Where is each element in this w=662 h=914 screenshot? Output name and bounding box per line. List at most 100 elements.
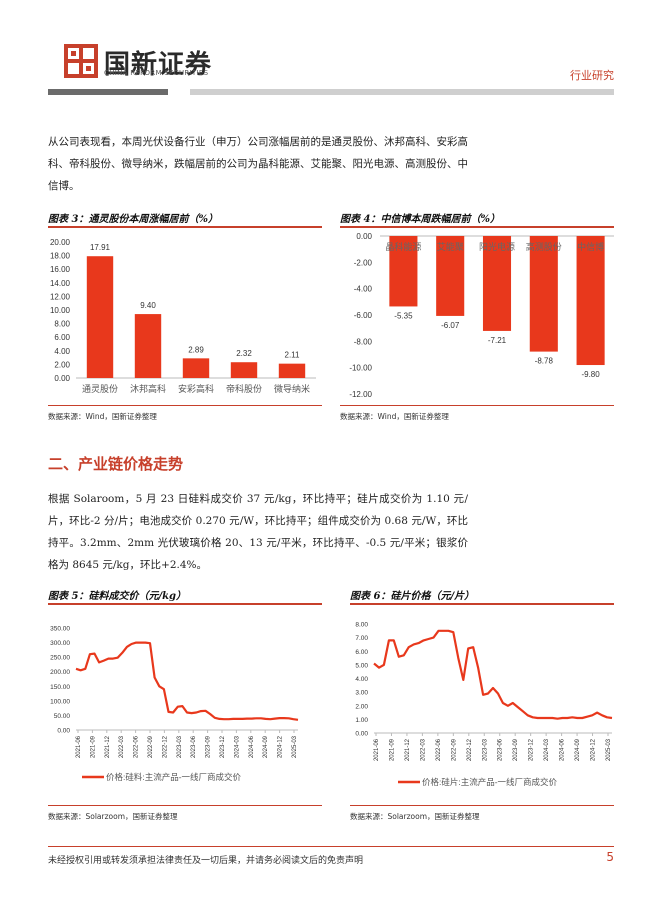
fig4-ytick: -6.00	[354, 311, 373, 320]
brand-name: 国新证券	[104, 50, 213, 80]
fig3-rule	[48, 226, 322, 228]
fig6-ytick: 5.00	[355, 662, 368, 669]
fig4-category-label: 高测股份	[526, 241, 562, 252]
fig5-xtick: 2023-09	[206, 735, 212, 758]
fig6-ytick: 8.00	[355, 622, 368, 629]
fig4-bottom-rule	[340, 405, 614, 406]
fig4-category-label: 艾能聚	[437, 241, 464, 252]
fig6-line-series	[373, 629, 613, 720]
fig5-xtick: 2025-03	[292, 735, 298, 758]
fig5-xtick: 2022-12	[162, 735, 168, 758]
fig4-ytick: -8.00	[354, 337, 373, 346]
fig6-chart: 0.00 1.00 2.00 3.00 4.00 5.00 6.00 7.00 8.00 2021…	[355, 622, 613, 787]
fig3-bar-label: 9.40	[140, 301, 156, 310]
company-logo	[64, 44, 98, 78]
fig6-ytick: 2.00	[355, 703, 368, 710]
header-band-light	[190, 89, 614, 95]
fig5-xtick: 2023-03	[177, 735, 183, 758]
fig5-xtick: 2021-06	[76, 735, 82, 758]
price-trend-paragraph: 根据 Solaroom，5 月 23 日硅料成交价 37 元/kg，环比持平；硅…	[48, 493, 468, 571]
fig4-bar-label: -5.35	[394, 311, 413, 320]
fig4-bar	[436, 236, 465, 316]
fig5-xtick: 2024-12	[278, 735, 284, 758]
fig4-category-label: 阳光电源	[479, 241, 515, 252]
fig4-ytick: -4.00	[354, 285, 373, 294]
fig6-legend-label: 价格:硅片:主流产品-一线厂商成交价	[422, 777, 558, 787]
fig3-category-label: 沐邦高科	[130, 383, 166, 394]
fig6-xtick: 2022-09	[451, 738, 457, 761]
fig6-xtick: 2021-06	[374, 738, 380, 761]
fig3-source: 数据来源：Wind，国新证券整理	[48, 412, 157, 421]
fig3-bar-label: 17.91	[90, 243, 111, 252]
fig3-ytick: 2.00	[54, 360, 70, 369]
fig4-ytick: -2.00	[354, 258, 373, 267]
fig5-xtick: 2023-06	[191, 735, 197, 758]
fig5-line-series	[75, 641, 299, 721]
fig6-xtick: 2021-12	[405, 738, 411, 761]
fig4-category-label: 晶科能源	[385, 241, 421, 252]
fig4-ytick: -12.00	[349, 390, 372, 399]
fig5-ytick: 200.00	[50, 669, 70, 676]
fig6-xtick: 2024-09	[575, 738, 581, 761]
fig4-chart: 0.00 -2.00 -4.00 -6.00 -8.00 -10.00 -12.00 -5.3…	[349, 232, 614, 399]
brand-name-en: CHINA REFORM SECURITIES	[104, 69, 209, 77]
fig4-bar-label: -7.21	[488, 336, 507, 345]
fig5-xtick: 2021-12	[105, 735, 111, 758]
fig3-bar-label: 2.11	[285, 351, 301, 360]
fig6-bottom-rule	[350, 805, 614, 806]
company-performance-paragraph: 从公司表现看，本周光伏设备行业（申万）公司涨幅居前的是通灵股份、沐邦高科、安彩高…	[48, 136, 468, 192]
fig4-bar-label: -9.80	[581, 370, 600, 379]
fig3-ytick: 6.00	[54, 333, 70, 342]
fig5-bottom-rule	[48, 805, 322, 806]
page-number: 5	[606, 850, 614, 864]
fig5-ytick: 250.00	[50, 655, 70, 662]
fig5-ytick: 0.00	[57, 728, 70, 735]
fig5-ytick: 50.00	[54, 713, 71, 720]
fig3-bar	[182, 358, 210, 378]
fig6-xtick: 2024-06	[560, 738, 566, 761]
fig4-bar-label: -8.78	[535, 357, 554, 366]
fig6-xtick: 2024-03	[544, 738, 550, 761]
fig5-chart: 0.00 50.00 100.00 150.00 200.00 250.00 300.00 3…	[50, 626, 299, 782]
fig3-bar-label: 2.89	[188, 345, 204, 354]
fig3-bar	[86, 256, 114, 378]
fig5-xtick: 2022-06	[134, 735, 140, 758]
footer-disclaimer: 未经授权引用或转发须承担法律责任及一切后果，并请务必阅读文后的免责声明	[48, 856, 364, 866]
fig4-category-label: 中信博	[577, 241, 604, 252]
fig6-xtick: 2022-03	[420, 738, 426, 761]
fig3-ytick: 18.00	[50, 252, 71, 261]
fig4-bar	[529, 236, 558, 352]
fig5-ytick: 350.00	[50, 626, 70, 633]
fig6-ytick: 1.00	[355, 717, 368, 724]
fig3-ytick: 0.00	[54, 374, 70, 383]
fig3-category-label: 安彩高科	[178, 383, 214, 394]
fig5-xtick: 2021-09	[90, 735, 96, 758]
footer-rule	[48, 846, 614, 847]
fig5-title: 图表 5：硅料成交价（元/kg）	[48, 591, 187, 602]
fig6-xtick: 2025-03	[606, 738, 612, 761]
fig3-ytick: 16.00	[50, 265, 71, 274]
fig6-xtick: 2023-12	[529, 738, 535, 761]
fig6-xtick: 2023-03	[482, 738, 488, 761]
fig3-ytick: 12.00	[50, 292, 71, 301]
fig3-ytick: 10.00	[50, 306, 71, 315]
fig3-bar	[134, 314, 162, 378]
fig3-ytick: 4.00	[54, 347, 70, 356]
fig4-source: 数据来源：Wind，国新证券整理	[340, 412, 449, 421]
fig4-bar	[482, 236, 512, 331]
fig5-xtick: 2024-06	[249, 735, 255, 758]
fig3-category-label: 帝科股份	[226, 383, 262, 394]
fig6-xtick: 2024-12	[591, 738, 597, 761]
fig3-bottom-rule	[48, 405, 322, 406]
fig6-source: 数据来源：Solarzoom，国新证券整理	[350, 812, 480, 821]
fig6-ytick: 6.00	[355, 649, 368, 656]
fig5-legend-label: 价格:硅料:主流产品-一线厂商成交价	[106, 772, 242, 782]
fig5-source: 数据来源：Solarzoom，国新证券整理	[48, 812, 178, 821]
fig5-ytick: 100.00	[50, 698, 70, 705]
fig6-title: 图表 6：硅片价格（元/片）	[350, 591, 475, 602]
fig3-title: 图表 3：通灵股份本周涨幅居前（%）	[48, 214, 218, 225]
fig6-xtick: 2022-06	[436, 738, 442, 761]
fig6-xtick: 2023-09	[513, 738, 519, 761]
fig4-ytick: 0.00	[356, 232, 372, 241]
fig4-bar	[389, 236, 418, 307]
